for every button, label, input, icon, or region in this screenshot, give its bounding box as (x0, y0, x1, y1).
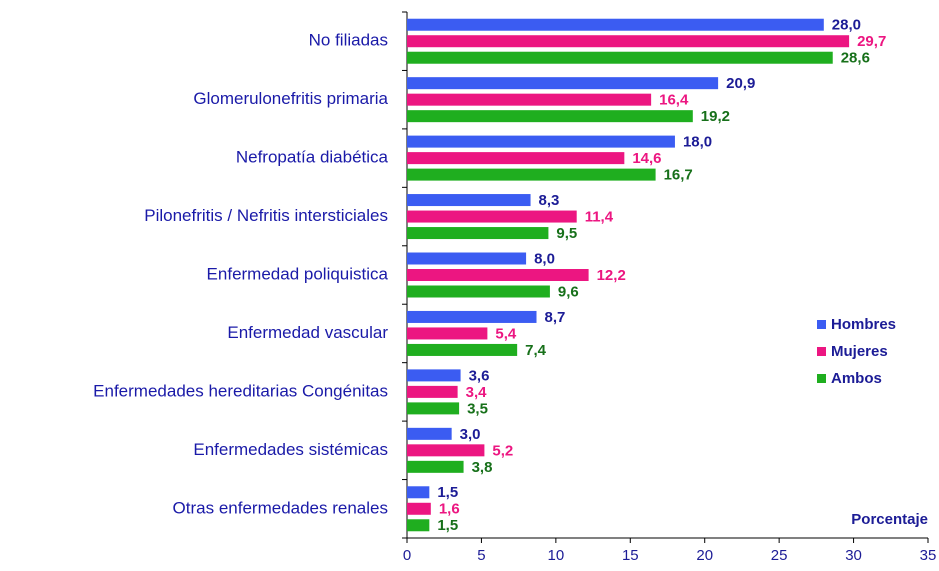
x-axis-label: Porcentaje (851, 511, 928, 528)
bar (407, 385, 458, 398)
value-label: 9,6 (558, 283, 579, 300)
bar (407, 460, 464, 473)
value-label: 3,4 (466, 384, 488, 401)
value-label: 3,8 (472, 459, 493, 476)
value-label: 20,9 (726, 75, 755, 92)
bar (407, 227, 549, 240)
category-label: Enfermedades sistémicas (193, 440, 388, 459)
value-label: 8,7 (545, 309, 566, 326)
x-tick-label: 15 (622, 547, 639, 564)
x-tick-label: 30 (845, 547, 862, 564)
value-label: 28,6 (841, 50, 870, 67)
bar (407, 18, 824, 31)
bar (407, 427, 452, 440)
category-label: Enfermedades hereditarias Congénitas (93, 381, 388, 400)
value-label: 8,0 (534, 250, 555, 267)
x-tick-label: 5 (477, 547, 485, 564)
value-label: 28,0 (832, 17, 861, 34)
value-label: 19,2 (701, 108, 730, 125)
value-label: 7,4 (525, 342, 547, 359)
category-label: Pilonefritis / Nefritis intersticiales (144, 206, 388, 225)
value-label: 11,4 (585, 209, 614, 226)
value-label: 1,5 (437, 517, 458, 534)
bar (407, 502, 431, 515)
category-label: Nefropatía diabética (236, 148, 389, 167)
bar (407, 110, 693, 123)
bar (407, 194, 531, 207)
category-label: Glomerulonefritis primaria (193, 89, 388, 108)
bar (407, 93, 652, 106)
legend-label: Ambos (831, 370, 882, 387)
value-label: 3,5 (467, 400, 488, 417)
bar (407, 152, 625, 165)
legend-label: Hombres (831, 316, 896, 333)
bar (407, 210, 577, 223)
value-label: 1,5 (437, 484, 458, 501)
value-label: 5,2 (492, 442, 513, 459)
value-label: 9,5 (556, 225, 577, 242)
category-label: No filiadas (309, 31, 388, 50)
bar (407, 519, 430, 532)
category-label: Enfermedad vascular (227, 323, 388, 342)
value-label: 16,7 (664, 167, 693, 184)
legend-label: Mujeres (831, 343, 888, 360)
legend-swatch (817, 374, 826, 383)
bar (407, 310, 537, 323)
x-tick-label: 35 (920, 547, 937, 564)
value-label: 3,0 (460, 426, 481, 443)
x-tick-label: 0 (403, 547, 411, 564)
x-tick-label: 20 (696, 547, 713, 564)
bar (407, 168, 656, 181)
bar (407, 327, 488, 340)
legend-swatch (817, 320, 826, 329)
bar (407, 444, 485, 457)
x-tick-label: 25 (771, 547, 788, 564)
value-label: 29,7 (857, 33, 886, 50)
x-tick-label: 10 (548, 547, 565, 564)
bar (407, 51, 833, 64)
bar (407, 135, 675, 148)
bar (407, 486, 430, 499)
value-label: 18,0 (683, 134, 712, 151)
value-label: 1,6 (439, 501, 460, 518)
bar (407, 285, 550, 298)
bar (407, 77, 719, 90)
value-label: 16,4 (659, 92, 689, 109)
value-label: 8,3 (539, 192, 560, 209)
bar (407, 35, 850, 48)
bar (407, 369, 461, 382)
bar (407, 402, 460, 415)
bar (407, 269, 589, 281)
category-label: Otras enfermedades renales (173, 498, 388, 517)
value-label: 12,2 (597, 267, 626, 284)
bar (407, 252, 527, 265)
value-label: 14,6 (632, 150, 661, 167)
category-label: Enfermedad poliquistica (207, 264, 389, 283)
bar (407, 343, 518, 356)
value-label: 3,6 (469, 367, 490, 384)
value-label: 5,4 (495, 325, 517, 342)
legend-swatch (817, 347, 826, 356)
